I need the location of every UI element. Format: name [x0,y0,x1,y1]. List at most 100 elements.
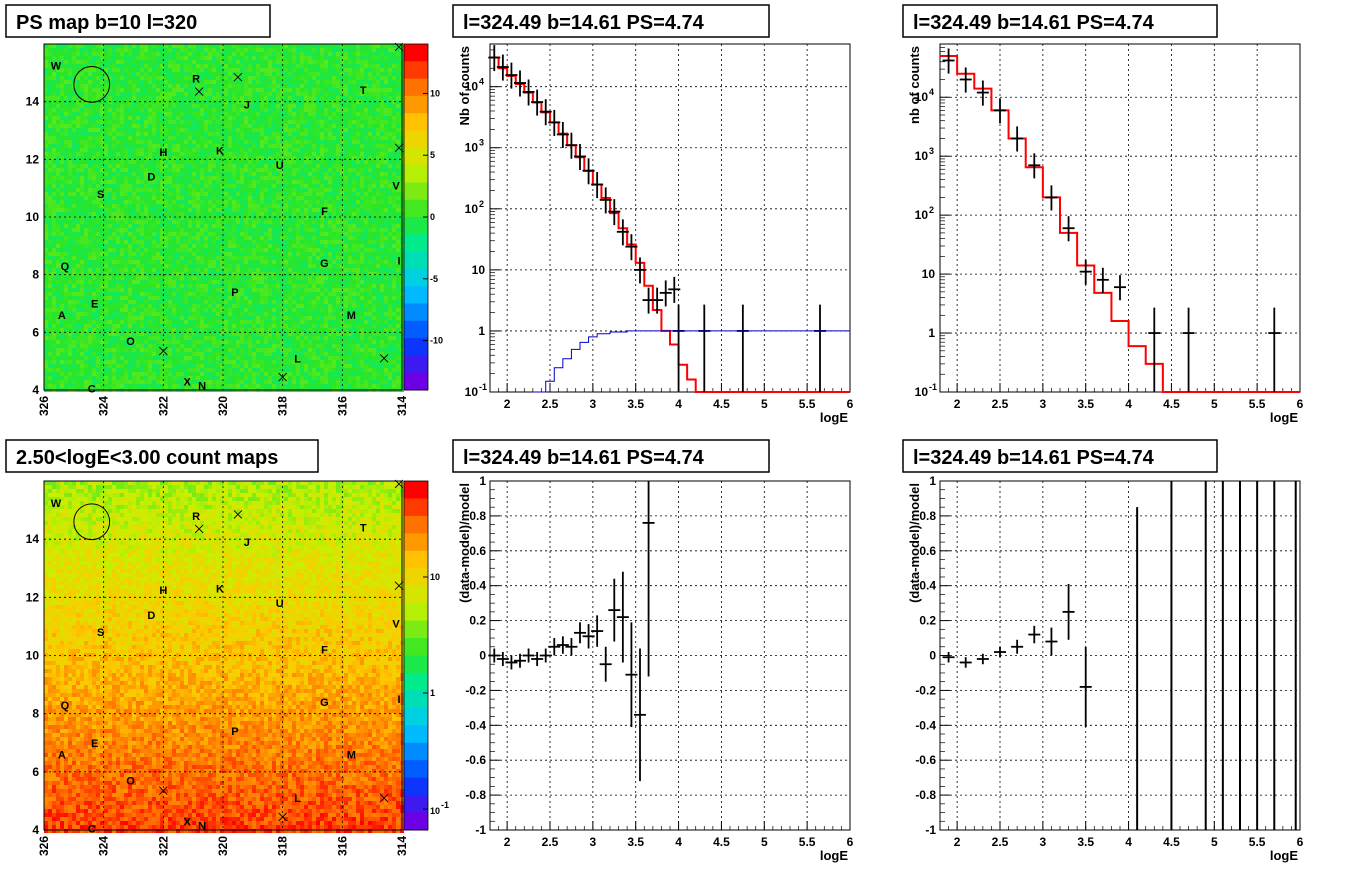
y-tick-label: 0 [929,649,936,663]
source-label: I [397,694,400,706]
source-label: T [360,523,367,535]
source-label: S [97,189,104,201]
palette-tick: 10 [430,88,440,98]
y-axis-label: nb of counts [907,46,922,124]
source-cross [194,524,204,534]
y-axis-label: (data-model)/model [457,483,472,603]
map-title-1-text: PS map b=10 l=320 [16,12,197,34]
y-tick-label: 6 [32,325,39,339]
source-label: M [347,749,356,761]
x-tick-label: 4 [1125,835,1132,849]
x-tick-label: 326 [37,396,51,416]
source-label: J [244,100,250,112]
x-tick-label: 3.5 [1077,835,1094,849]
selected-source-circle [73,65,111,103]
source-cross [278,812,287,822]
source-label: V [392,180,400,192]
source-label: D [147,172,155,184]
x-tick-label: 4.5 [713,835,730,849]
source-label: O [126,776,135,788]
palette-tick: -10 [430,336,443,346]
source-label: A [58,310,66,322]
y-tick-label: 10 [465,202,479,216]
y-tick-exponent: 4 [479,77,484,87]
y-axis-label: Nb of counts [457,46,472,125]
source-label: G [320,258,329,270]
x-tick-label: 314 [395,836,409,856]
y-tick-label: 12 [26,590,40,604]
x-tick-label: 322 [156,836,170,856]
map-title-2-box [5,439,319,473]
x-tick-label: 6 [1297,835,1304,849]
x-tick-label: 3.5 [627,835,644,849]
source-label: X [184,816,192,828]
x-tick-label: 5 [761,397,768,411]
source-label: K [216,146,224,158]
y-tick-label: -0.2 [915,683,936,697]
sky-map-1: 326 324 322 320 318 316 314 4 6 8 10 12 14 10 5 0 -5 -10 W… [26,42,443,416]
source-label: W [51,61,62,73]
y-tick-label: 8 [32,707,39,721]
x-axis-label: logE [1270,410,1298,425]
source-label: K [216,584,224,596]
x-tick-label: 326 [37,836,51,856]
plot-title-3-text: l=324.49 b=14.61 PS=4.74 [463,447,705,469]
efficiency-curve [532,330,850,393]
y-tick-label: 8 [32,268,39,282]
palette-tick: 1 [430,688,435,698]
x-tick-label: 3.5 [627,397,644,411]
y-tick-label: 0.8 [469,509,486,523]
y-tick-label: 10 [465,385,479,399]
x-tick-label: 5.5 [1249,397,1266,411]
source-label: Q [61,261,70,273]
y-tick-label: 10 [465,80,479,94]
y-tick-label: 4 [32,383,39,397]
x-tick-label: 314 [395,396,409,416]
y-tick-label: -0.8 [465,788,486,802]
x-tick-label: 318 [276,396,290,416]
y-tick-label: 10 [915,385,929,399]
x-tick-label: 2 [504,397,511,411]
plot-title-2: l=324.49 b=14.61 PS=4.74 [902,4,1218,38]
x-tick-label: 3 [590,397,597,411]
plot-title-1-text: l=324.49 b=14.61 PS=4.74 [463,12,705,34]
y-tick-label: 12 [26,152,40,166]
y-tick-label: -0.6 [915,753,936,767]
source-cross [159,786,168,796]
source-cross [159,346,168,356]
x-axis-label: logE [820,848,848,863]
x-tick-label: 2 [954,397,961,411]
plot-frame [939,43,1301,393]
y-tick-exponent: 3 [929,146,934,156]
plot-title-4: l=324.49 b=14.61 PS=4.74 [902,439,1218,473]
plot-title-4-text: l=324.49 b=14.61 PS=4.74 [913,447,1155,469]
x-tick-label: 324 [97,836,111,856]
source-label: R [192,74,200,86]
source-cross [379,353,389,363]
map-title-2: 2.50<logE<3.00 count maps [5,439,319,473]
source-label: C [88,384,96,396]
x-tick-label: 5 [761,835,768,849]
x-tick-label: 5 [1211,835,1218,849]
source-label: R [192,511,200,523]
x-tick-label: 3.5 [1077,397,1094,411]
y-tick-label: 0.6 [469,544,486,558]
x-axis-label: logE [1270,848,1298,863]
palette-tick: 5 [430,150,435,160]
map-title-2-text: 2.50<logE<3.00 count maps [16,447,278,469]
x-tick-label: 2.5 [542,397,559,411]
y-tick-label: -0.4 [915,718,936,732]
source-cross [278,372,287,382]
y-tick-label: 10 [26,210,40,224]
source-cross [194,87,204,96]
plot-title-4-box [902,439,1218,473]
x-tick-label: 5 [1211,397,1218,411]
source-cross [233,510,243,519]
y-tick-label: 1 [479,474,486,488]
x-tick-label: 4 [675,835,682,849]
source-label: U [276,160,284,172]
y-tick-label: 10 [26,649,40,663]
x-tick-label: 4.5 [1163,397,1180,411]
